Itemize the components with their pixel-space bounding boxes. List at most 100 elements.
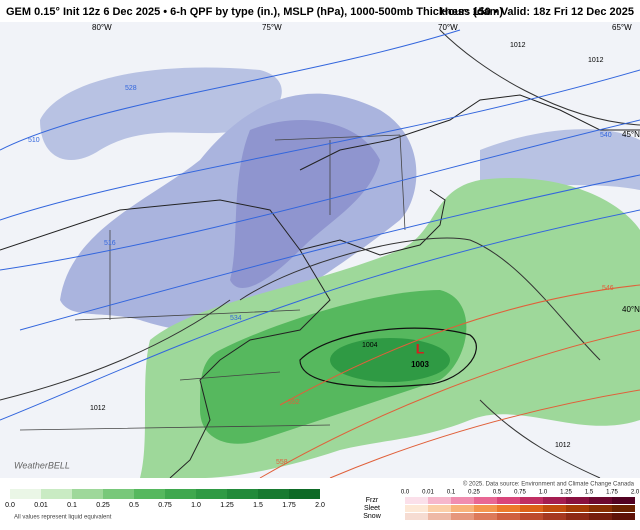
type-swatch: [612, 497, 635, 504]
type-label: Sleet: [364, 505, 380, 512]
type-swatch: [612, 513, 635, 520]
type-swatch: [451, 497, 474, 504]
type-swatch: [589, 497, 612, 504]
isobar-label: 1012: [555, 442, 571, 449]
type-tick-label: 0.01: [422, 490, 434, 496]
header-title: GEM 0.15° Init 12z 6 Dec 2025 • 6-h QPF …: [6, 6, 503, 18]
type-tick-label: 0.25: [468, 490, 480, 496]
isobar-label: 1012: [588, 57, 604, 64]
credit: WeatherBELL: [14, 460, 70, 470]
rain-tick-label: 0.5: [129, 502, 139, 509]
type-swatch: [428, 513, 451, 520]
type-swatch: [428, 497, 451, 504]
lon-label: 75°W: [262, 23, 282, 32]
thickness-label: 558: [276, 459, 288, 466]
type-swatch: [497, 513, 520, 520]
type-swatch: [405, 505, 428, 512]
lon-label: 65°W: [612, 23, 632, 32]
type-label: Snow: [363, 513, 381, 520]
type-swatch: [497, 497, 520, 504]
isobar-label: 1012: [90, 405, 106, 412]
rain-swatch: [227, 489, 258, 499]
thickness-cold: [0, 29, 640, 421]
rain-tick-label: 0.0: [5, 502, 15, 509]
map: [0, 22, 640, 479]
thickness-warm: [259, 284, 640, 479]
low-symbol: L: [416, 341, 425, 357]
isobar-label: 1004: [362, 342, 378, 349]
thickness-label: 516: [104, 240, 116, 247]
lat-label: 45°N: [622, 130, 640, 139]
rain-tick-label: 1.25: [220, 502, 234, 509]
type-swatch: [566, 513, 589, 520]
type-tick-label: 1.0: [539, 490, 548, 496]
type-swatch: [405, 497, 428, 504]
thickness-label: 534: [230, 315, 242, 322]
type-tick-label: 1.5: [585, 490, 594, 496]
type-swatch: [589, 505, 612, 512]
type-swatch: [566, 497, 589, 504]
type-swatch: [589, 513, 612, 520]
type-swatch: [451, 505, 474, 512]
type-tick-label: 2.0: [631, 490, 640, 496]
rain-tick-label: 0.25: [96, 502, 110, 509]
type-tick-label: 0.5: [493, 490, 502, 496]
type-tick-label: 1.25: [560, 490, 572, 496]
lon-label: 70°W: [438, 23, 458, 32]
type-swatch: [520, 505, 543, 512]
snow-heavy: [230, 120, 380, 289]
coastline: [0, 94, 640, 479]
border: [19, 134, 406, 431]
snow-area: [480, 129, 640, 190]
type-swatch: [520, 497, 543, 504]
type-swatch: [566, 505, 589, 512]
rain-tick-label: 0.01: [34, 502, 48, 509]
type-label: Frzr: [366, 497, 379, 504]
snow-area: [40, 67, 282, 160]
rain-tick-label: 2.0: [315, 502, 325, 509]
type-swatch: [474, 497, 497, 504]
type-swatch: [543, 513, 566, 520]
isobar: [0, 29, 640, 479]
legend-note: All values represent liquid equivalent: [14, 515, 112, 521]
rain-swatch: [258, 489, 289, 499]
thickness-label: 528: [125, 85, 137, 92]
lon-label: 80°W: [92, 23, 112, 32]
type-tick-label: 0.1: [447, 490, 456, 496]
type-tick-label: 0.0: [401, 490, 410, 496]
rain-heavy: [330, 338, 450, 382]
type-swatch: [612, 505, 635, 512]
rain-swatch: [289, 489, 320, 499]
rain-swatch: [196, 489, 227, 499]
rain-swatch: [10, 489, 41, 499]
rain-swatch: [72, 489, 103, 499]
rain-tick-label: 0.75: [158, 502, 172, 509]
type-tick-label: 0.75: [514, 490, 526, 496]
low-pressure: 1003: [411, 360, 429, 369]
thickness-label: 540: [600, 132, 612, 139]
rain-tick-label: 1.75: [282, 502, 296, 509]
thickness-label: 510: [28, 137, 40, 144]
legend: 0.0 0.01 0.1 0.25 0.5 0.75 1.0 1.25 1.5 1.75 2.0 Fr…: [5, 489, 640, 520]
type-swatch: [543, 497, 566, 504]
type-swatch: [497, 505, 520, 512]
rain-swatch: [103, 489, 134, 499]
rain-tick-label: 1.5: [253, 502, 263, 509]
rain-tick-label: 1.0: [191, 502, 201, 509]
thickness-label: 552: [288, 399, 300, 406]
rain-tick-label: 0.1: [67, 502, 77, 509]
type-swatch: [405, 513, 428, 520]
rain-swatch: [134, 489, 165, 499]
legend-source: © 2025. Data source: Environment and Cli…: [463, 481, 635, 488]
isobar-label: 1012: [510, 42, 526, 49]
rain-swatch: [41, 489, 72, 499]
rain-swatch: [165, 489, 196, 499]
type-swatch: [474, 513, 497, 520]
thickness-label: 546: [602, 285, 614, 292]
type-tick-label: 1.75: [606, 490, 618, 496]
isobar: [299, 327, 477, 388]
type-swatch: [428, 505, 451, 512]
type-swatch: [543, 505, 566, 512]
